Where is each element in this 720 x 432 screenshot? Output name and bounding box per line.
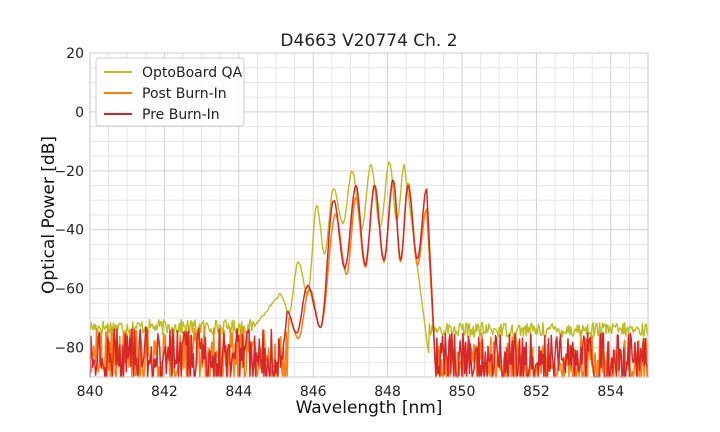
legend: OptoBoard QA Post Burn-In Pre Burn-In <box>95 57 245 127</box>
x-tick-label: 840 <box>77 384 104 400</box>
x-tick-label: 850 <box>449 384 476 400</box>
y-tick-label: −20 <box>54 164 84 180</box>
y-tick-label: −80 <box>54 341 84 357</box>
chart-title: D4663 V20774 Ch. 2 <box>280 31 457 51</box>
plot-frame <box>89 52 649 378</box>
x-tick-label: 844 <box>225 384 252 400</box>
y-tick-labels: 20 0 −20 −40 −60 −80 <box>54 46 84 357</box>
series-line-pre-burn-in <box>89 179 649 378</box>
series-line-optoboard-qa <box>89 161 649 354</box>
x-tick-label: 846 <box>300 384 327 400</box>
y-tick-label: 20 <box>66 46 84 62</box>
x-axis-title: Wavelength [nm] <box>296 398 443 418</box>
legend-label: Pre Burn-In <box>142 107 220 123</box>
legend-label: OptoBoard QA <box>142 65 243 81</box>
y-axis-title: Optical Power [dB] <box>39 136 59 294</box>
legend-label: Post Burn-In <box>142 86 227 102</box>
x-tick-label: 848 <box>374 384 401 400</box>
series-layer <box>89 161 649 378</box>
x-tick-label: 852 <box>523 384 550 400</box>
x-tick-label: 842 <box>151 384 178 400</box>
legend-box <box>95 57 245 127</box>
y-tick-label: 0 <box>75 105 84 121</box>
y-tick-label: −40 <box>54 223 84 239</box>
x-tick-labels: 840 842 844 846 848 850 852 854 <box>77 384 625 400</box>
y-tick-label: −60 <box>54 282 84 298</box>
x-tick-label: 854 <box>597 384 624 400</box>
